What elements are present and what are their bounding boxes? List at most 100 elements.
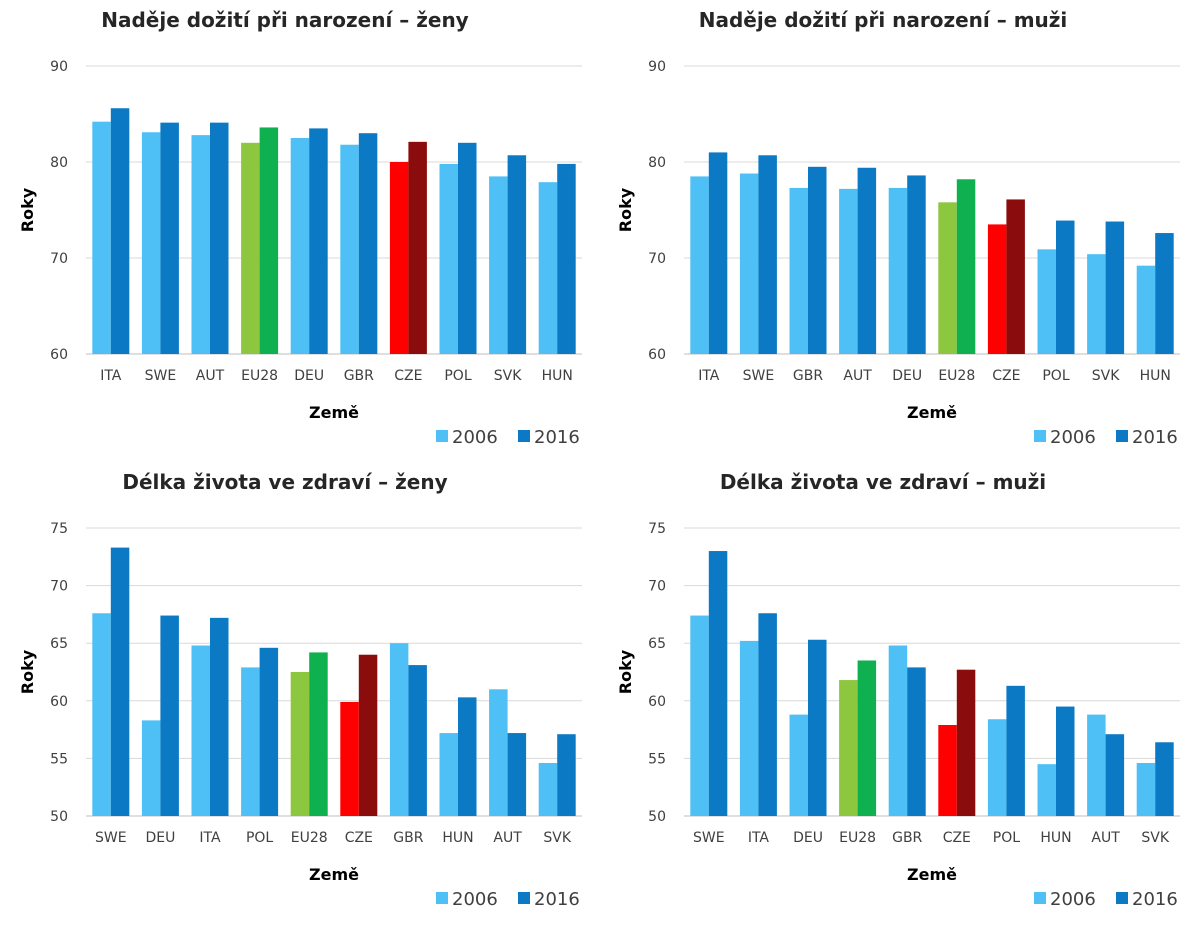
bar-2016-hun — [1056, 706, 1075, 816]
x-tick-label: AUT — [843, 368, 872, 384]
legend-swatch-2016 — [1116, 430, 1128, 442]
x-tick-label: ITA — [199, 830, 221, 846]
bar-2006-aut — [1087, 714, 1106, 816]
bar-2006-deu — [290, 138, 310, 354]
bar-2016-pol — [259, 647, 279, 816]
bar-2006-ita — [739, 640, 759, 816]
bar-2006-ita — [92, 121, 111, 355]
y-tick-label: 60 — [50, 347, 68, 363]
bar-2006-hun — [439, 733, 458, 816]
bar-2016-eu28 — [956, 179, 976, 354]
bar-2006-deu — [141, 720, 161, 816]
bar-2006-eu28 — [938, 202, 957, 354]
bar-2006-pol — [1037, 249, 1056, 354]
bar-2016-pol — [1056, 220, 1075, 354]
y-tick-label: 50 — [50, 809, 68, 825]
x-tick-label: GBR — [344, 368, 374, 384]
legend-swatch-2006 — [436, 892, 448, 904]
x-tick-label: POL — [444, 368, 471, 384]
y-tick-label: 80 — [648, 155, 666, 171]
bar-2016-cze — [1006, 199, 1025, 354]
bar-2006-swe — [92, 613, 111, 816]
x-tick-label: CZE — [943, 830, 971, 846]
x-tick-label: SWE — [145, 368, 177, 384]
chart-svg: Naděje dožití při narození – muži 60 70 80 9… — [616, 8, 1180, 448]
bar-2006-gbr — [340, 144, 359, 354]
bar-2006-cze — [938, 724, 957, 816]
y-tick-label: 60 — [50, 694, 68, 710]
bar-2016-ita — [110, 108, 130, 355]
bar-2006-swe — [141, 132, 161, 354]
y-tick-label: 60 — [648, 694, 666, 710]
bar-2016-gbr — [408, 665, 427, 816]
bar-2006-ita — [191, 645, 210, 816]
y-tick-label: 70 — [50, 579, 68, 595]
y-tick-label: 70 — [50, 251, 68, 267]
bar-2006-svk — [538, 763, 558, 816]
bar-2016-pol — [1006, 685, 1025, 816]
x-tick-label: AUT — [196, 368, 225, 384]
bar-2006-gbr — [888, 645, 908, 816]
bar-2006-ita — [690, 176, 709, 354]
chart-life-expectancy-men: Naděje dožití při narození – muži 60 70 80 9… — [598, 0, 1196, 461]
x-tick-label: DEU — [145, 830, 175, 846]
x-tick-label: HUN — [542, 368, 573, 384]
bar-2016-aut — [507, 733, 527, 816]
y-axis-label: Roky — [616, 187, 635, 232]
x-tick-label: SWE — [95, 830, 127, 846]
bar-2016-pol — [458, 142, 477, 354]
legend-label-2006: 2006 — [1050, 889, 1096, 910]
legend-label-2006: 2006 — [1050, 427, 1096, 448]
bar-2016-cze — [408, 141, 427, 354]
x-tick-label: CZE — [394, 368, 422, 384]
x-tick-label: SVK — [494, 368, 522, 384]
x-tick-label: SWE — [693, 830, 725, 846]
bar-2016-deu — [907, 175, 926, 354]
legend: 2006 2016 — [1034, 889, 1178, 910]
bar-2016-cze — [956, 669, 976, 816]
legend-label-2016: 2016 — [1132, 427, 1178, 448]
bar-2016-swe — [110, 547, 130, 816]
bar-2006-gbr — [389, 643, 409, 816]
x-tick-label: HUN — [1040, 830, 1071, 846]
bar-2006-pol — [241, 667, 260, 816]
x-tick-label: DEU — [892, 368, 922, 384]
chart-title: Naděje dožití při narození – ženy — [101, 8, 468, 32]
y-tick-label: 90 — [648, 59, 666, 75]
y-tick-label: 65 — [50, 636, 68, 652]
legend-label-2006: 2006 — [452, 889, 498, 910]
bar-2016-cze — [358, 654, 378, 816]
legend: 2006 2016 — [1034, 427, 1178, 448]
bar-2016-svk — [1155, 742, 1174, 816]
legend: 2006 2016 — [436, 889, 580, 910]
legend-swatch-2016 — [518, 892, 530, 904]
legend-label-2016: 2016 — [534, 427, 580, 448]
y-axis-label: Roky — [18, 649, 37, 694]
bar-2016-eu28 — [857, 660, 877, 816]
chart-life-expectancy-women: Naděje dožití při narození – ženy 60 70 80 9… — [0, 0, 598, 461]
x-tick-label: GBR — [793, 368, 823, 384]
bar-2006-cze — [389, 162, 409, 354]
x-tick-label: SVK — [543, 830, 571, 846]
bar-2006-gbr — [789, 187, 808, 354]
y-tick-label: 75 — [648, 521, 666, 537]
legend: 2006 2016 — [436, 427, 580, 448]
chart-svg: Délka života ve zdraví – muži 50 55 60 65 70 7… — [616, 470, 1180, 910]
bar-2006-hun — [538, 182, 558, 354]
x-tick-label: HUN — [442, 830, 473, 846]
bar-2016-eu28 — [259, 127, 279, 354]
bar-2006-deu — [789, 714, 808, 816]
x-tick-label: CZE — [992, 368, 1020, 384]
bar-2016-gbr — [808, 166, 827, 354]
legend-swatch-2016 — [518, 430, 530, 442]
bar-2016-aut — [857, 167, 877, 354]
legend-swatch-2006 — [1034, 892, 1046, 904]
bar-2016-svk — [1105, 221, 1125, 354]
y-tick-label: 90 — [50, 59, 68, 75]
bar-2006-hun — [1037, 764, 1056, 816]
x-tick-label: EU28 — [938, 368, 975, 384]
legend-label-2006: 2006 — [452, 427, 498, 448]
y-tick-label: 50 — [648, 809, 666, 825]
bar-2006-eu28 — [241, 142, 260, 354]
bar-2006-aut — [191, 135, 210, 354]
